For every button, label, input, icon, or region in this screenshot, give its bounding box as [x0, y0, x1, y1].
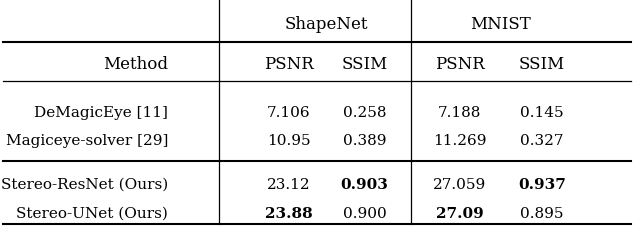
Text: PSNR: PSNR: [264, 56, 313, 73]
Text: MNIST: MNIST: [470, 16, 531, 33]
Text: SSIM: SSIM: [342, 56, 387, 73]
Text: Stereo-ResNet (Ours): Stereo-ResNet (Ours): [1, 177, 168, 191]
Text: 7.188: 7.188: [438, 105, 481, 119]
Text: 0.258: 0.258: [343, 105, 386, 119]
Text: SSIM: SSIM: [519, 56, 565, 73]
Text: 0.900: 0.900: [342, 206, 387, 220]
Text: Stereo-UNet (Ours): Stereo-UNet (Ours): [16, 206, 168, 220]
Text: 7.106: 7.106: [267, 105, 310, 119]
Text: 23.12: 23.12: [267, 177, 310, 191]
Text: PSNR: PSNR: [435, 56, 484, 73]
Text: 0.145: 0.145: [521, 105, 564, 119]
Text: 0.389: 0.389: [343, 134, 386, 148]
Text: 0.937: 0.937: [518, 177, 566, 191]
Text: 10.95: 10.95: [267, 134, 310, 148]
Text: 0.903: 0.903: [340, 177, 389, 191]
Text: Magiceye-solver [29]: Magiceye-solver [29]: [6, 134, 168, 148]
Text: 11.269: 11.269: [433, 134, 486, 148]
Text: ShapeNet: ShapeNet: [285, 16, 368, 33]
Text: DeMagicEye [11]: DeMagicEye [11]: [34, 105, 168, 119]
Text: 27.09: 27.09: [436, 206, 484, 220]
Text: Method: Method: [103, 56, 168, 73]
Text: 0.327: 0.327: [521, 134, 564, 148]
Text: 27.059: 27.059: [433, 177, 486, 191]
Text: 0.895: 0.895: [521, 206, 564, 220]
Text: 23.88: 23.88: [264, 206, 313, 220]
